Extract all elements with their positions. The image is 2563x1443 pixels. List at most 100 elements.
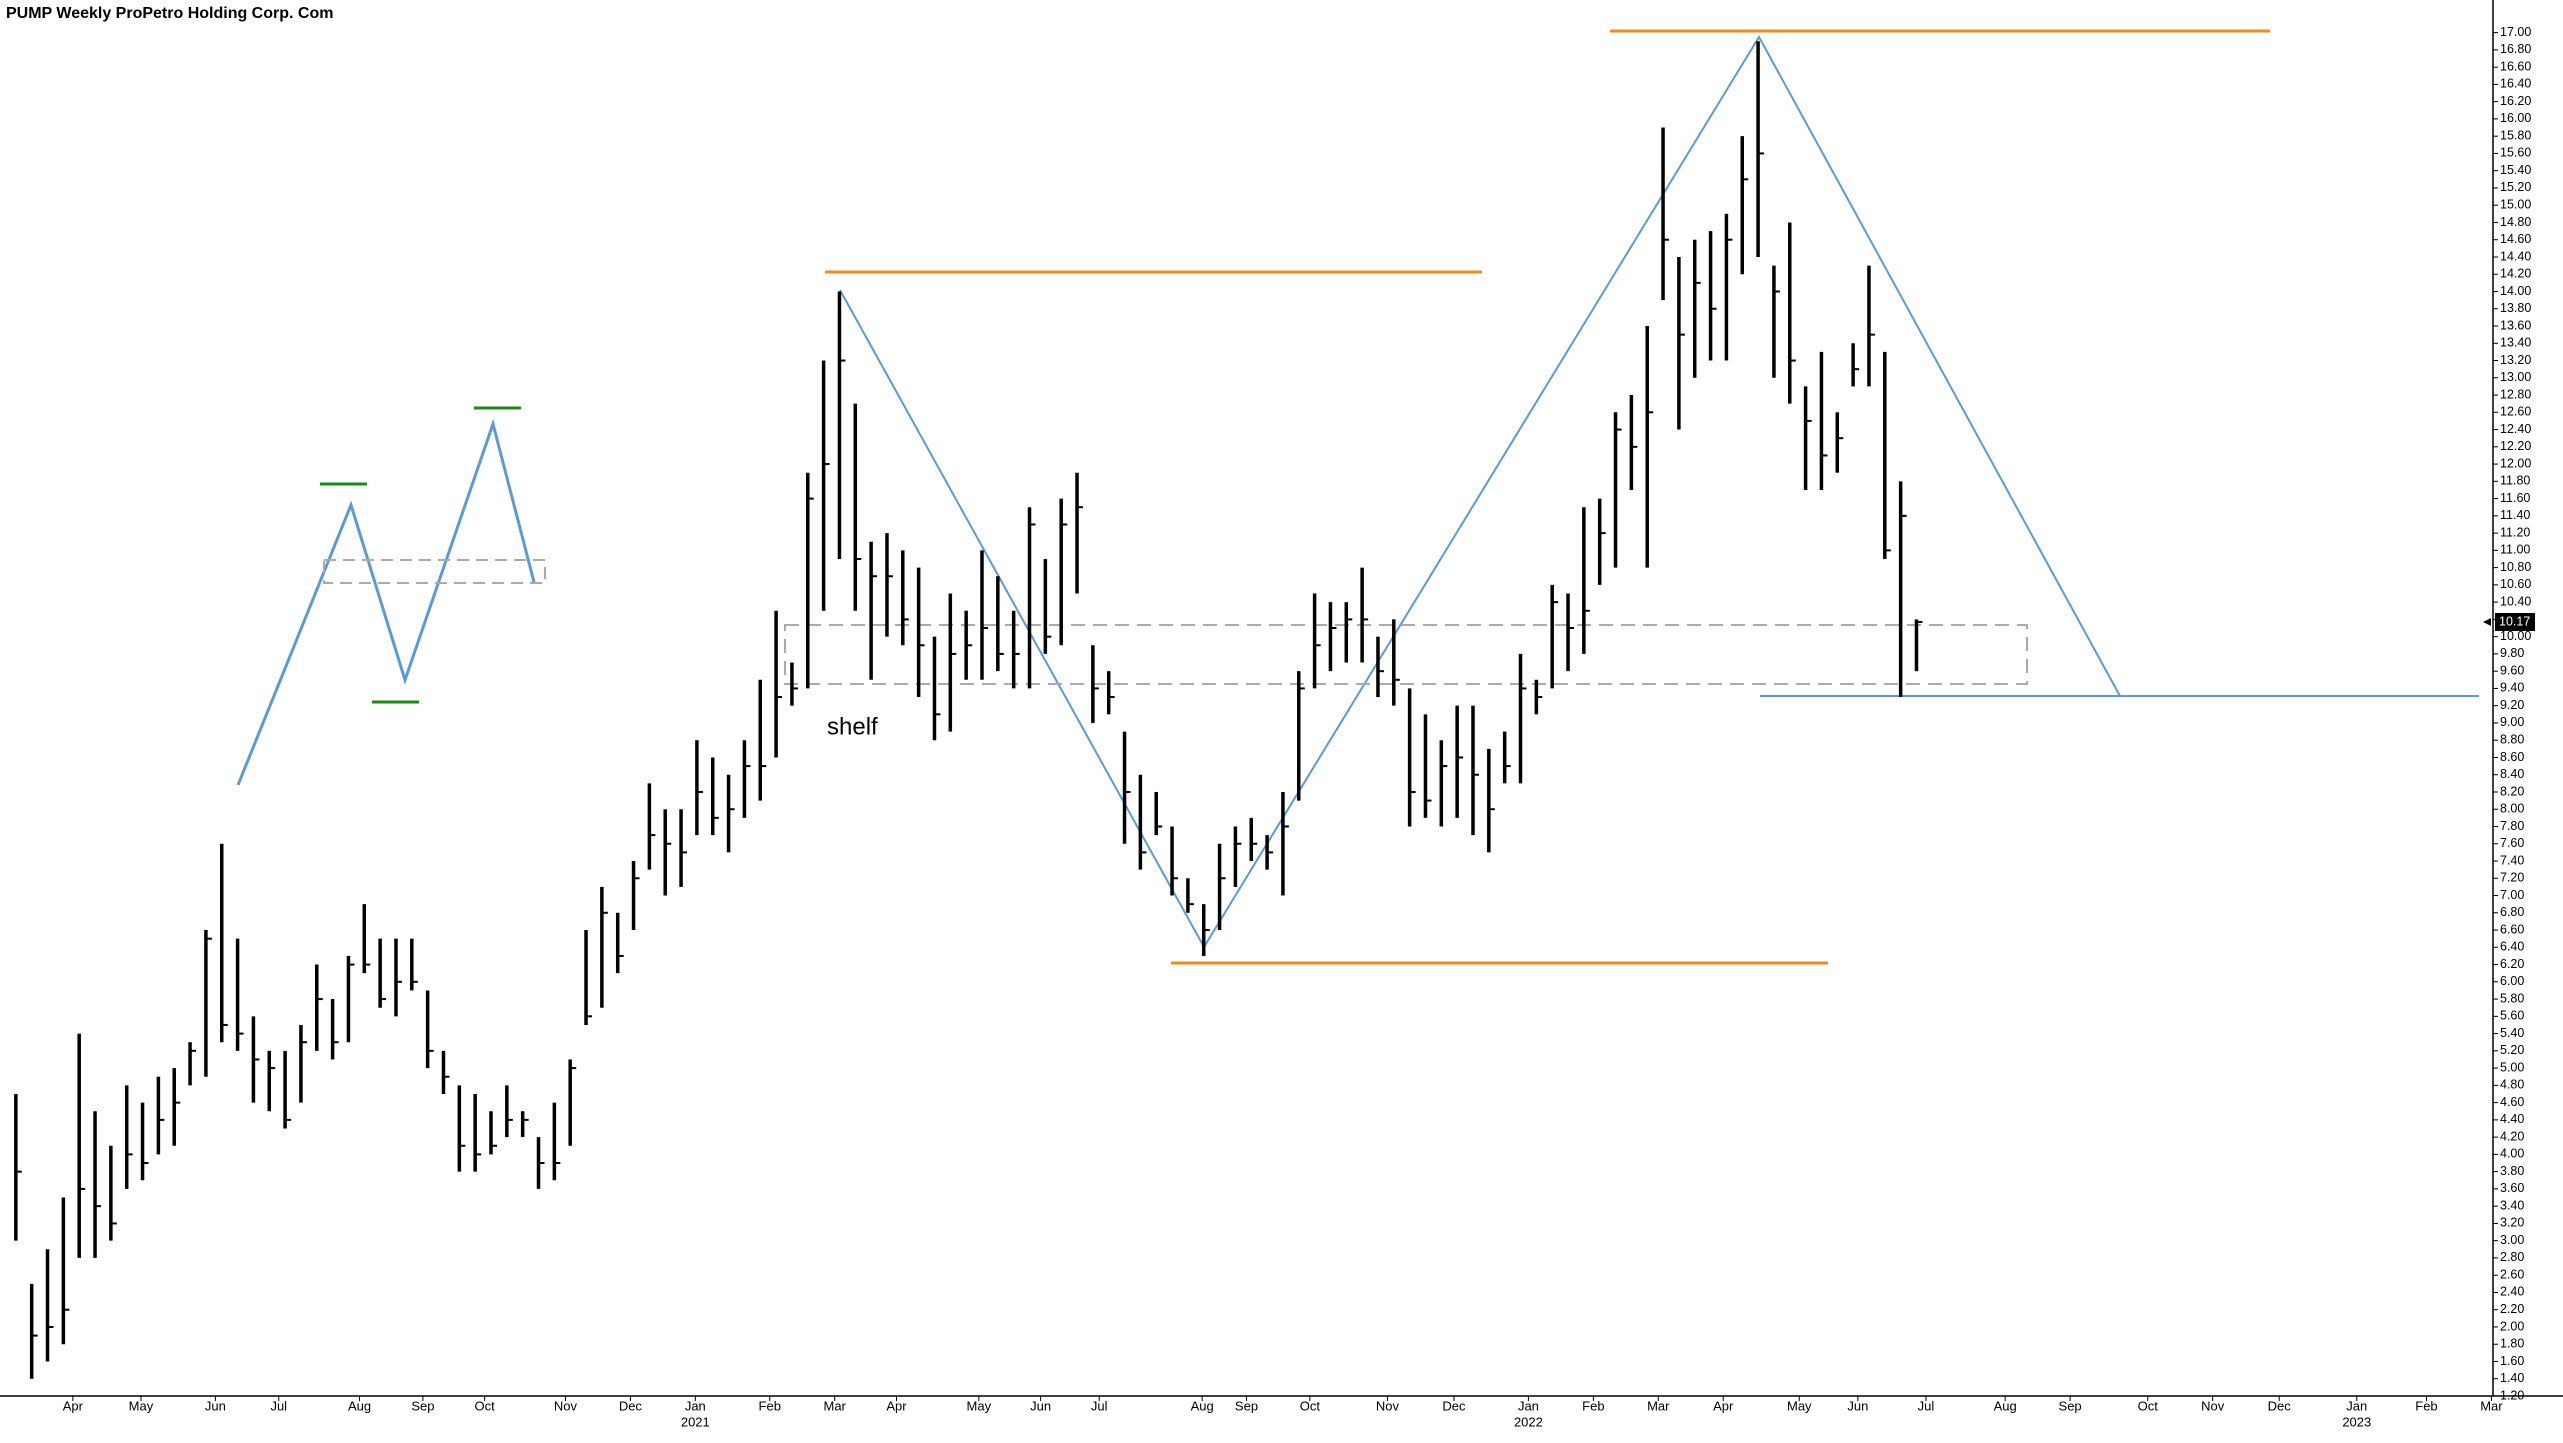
x-tick-label: Jun [205, 1398, 226, 1413]
y-tick-label: 13.60 [2500, 318, 2531, 332]
y-tick-label: 12.20 [2500, 439, 2531, 453]
y-tick-label: 5.20 [2500, 1043, 2524, 1057]
y-tick-label: 7.60 [2500, 836, 2524, 850]
y-tick-label: 14.40 [2500, 249, 2531, 263]
y-tick-label: 11.80 [2500, 474, 2530, 488]
x-tick-label: Sep [2059, 1398, 2082, 1413]
x-tick-label: Oct [1300, 1398, 1321, 1413]
y-tick-label: 13.20 [2500, 353, 2531, 367]
y-tick-label: 6.60 [2500, 922, 2524, 936]
y-tick-label: 8.00 [2500, 802, 2524, 816]
y-tick-label: 10.40 [2500, 594, 2531, 608]
x-tick-label: Apr [886, 1398, 907, 1413]
y-tick-label: 1.60 [2500, 1354, 2524, 1368]
x-tick-label: Mar [824, 1398, 847, 1413]
y-tick-label: 9.00 [2500, 715, 2524, 729]
y-tick-label: 12.00 [2500, 456, 2531, 470]
y-tick-label: 6.40 [2500, 940, 2524, 954]
y-tick-label: 1.40 [2500, 1371, 2524, 1385]
y-tick-label: 16.00 [2500, 111, 2531, 125]
x-tick-label: Aug [1994, 1398, 2017, 1413]
x-tick-label: Nov [2201, 1398, 2225, 1413]
y-tick-label: 2.60 [2500, 1267, 2524, 1281]
y-tick-label: 2.40 [2500, 1285, 2524, 1299]
x-tick-label: Jul [1918, 1398, 1935, 1413]
x-tick-label: May [1787, 1398, 1812, 1413]
y-tick-label: 14.60 [2500, 232, 2531, 246]
y-tick-label: 4.40 [2500, 1112, 2524, 1126]
y-tick-label: 14.00 [2500, 284, 2531, 298]
x-tick-label: Feb [759, 1398, 781, 1413]
x-tick-label: May [967, 1398, 992, 1413]
y-tick-label: 10.60 [2500, 577, 2531, 591]
y-tick-label: 3.40 [2500, 1198, 2524, 1212]
last-price-label: 10.17 [2499, 614, 2530, 628]
y-tick-label: 1.20 [2500, 1388, 2524, 1402]
y-tick-label: 4.00 [2500, 1147, 2524, 1161]
y-tick-label: 4.80 [2500, 1078, 2524, 1092]
y-tick-label: 2.20 [2500, 1302, 2524, 1316]
x-tick-label: Jan [2346, 1398, 2367, 1413]
y-tick-label: 6.20 [2500, 957, 2524, 971]
y-tick-label: 9.40 [2500, 681, 2524, 695]
x-tick-label: Oct [2138, 1398, 2159, 1413]
last-price-arrow [2483, 617, 2491, 626]
y-tick-label: 13.00 [2500, 370, 2531, 384]
y-tick-label: 7.20 [2500, 871, 2524, 885]
y-tick-label: 2.80 [2500, 1250, 2524, 1264]
y-tick-label: 12.40 [2500, 422, 2531, 436]
y-tick-label: 15.20 [2500, 180, 2531, 194]
x-tick-label: Jul [1091, 1398, 1108, 1413]
x-tick-label: Dec [619, 1398, 643, 1413]
x-tick-label: Oct [475, 1398, 496, 1413]
y-tick-label: 14.80 [2500, 215, 2531, 229]
y-tick-label: 3.80 [2500, 1164, 2524, 1178]
y-tick-label: 5.40 [2500, 1026, 2524, 1040]
annotations [236, 29, 2479, 965]
y-tick-label: 5.60 [2500, 1009, 2524, 1023]
y-tick-label: 16.80 [2500, 42, 2531, 56]
y-tick-label: 11.60 [2500, 491, 2530, 505]
x-tick-label: Jul [270, 1398, 287, 1413]
y-tick-label: 15.80 [2500, 128, 2531, 142]
x-tick-label: Apr [1713, 1398, 1734, 1413]
y-tick-label: 15.40 [2500, 163, 2531, 177]
y-tick-label: 8.60 [2500, 750, 2524, 764]
shelf-box [784, 624, 2028, 685]
pattern-sketch [236, 418, 536, 786]
y-tick-label: 7.40 [2500, 853, 2524, 867]
x-tick-label: Mar [1647, 1398, 1670, 1413]
y-tick-label: 2.00 [2500, 1319, 2524, 1333]
x-tick-label: Dec [1442, 1398, 1466, 1413]
y-tick-label: 8.80 [2500, 732, 2524, 746]
x-tick-label: Sep [1235, 1398, 1258, 1413]
year-label: 2021 [681, 1414, 710, 1429]
x-tick-label: May [129, 1398, 154, 1413]
x-tick-label: Dec [2268, 1398, 2292, 1413]
y-tick-label: 5.80 [2500, 991, 2524, 1005]
y-tick-label: 9.60 [2500, 663, 2524, 677]
x-tick-label: Aug [348, 1398, 371, 1413]
x-tick-label: Nov [554, 1398, 578, 1413]
year-label: 2022 [1514, 1414, 1543, 1429]
x-tick-label: Jun [1847, 1398, 1868, 1413]
y-tick-label: 9.20 [2500, 698, 2524, 712]
pattern-box [323, 559, 546, 584]
y-tick-label: 13.40 [2500, 336, 2531, 350]
y-tick-label: 7.00 [2500, 888, 2524, 902]
y-tick-label: 1.80 [2500, 1337, 2524, 1351]
year-label: 2023 [2342, 1414, 2371, 1429]
y-tick-label: 6.80 [2500, 905, 2524, 919]
y-tick-label: 14.20 [2500, 267, 2531, 281]
y-tick-label: 3.20 [2500, 1216, 2524, 1230]
y-tick-label: 16.20 [2500, 94, 2531, 108]
y-tick-label: 17.00 [2500, 25, 2531, 39]
x-tick-label: Apr [63, 1398, 84, 1413]
x-tick-label: Jan [1518, 1398, 1539, 1413]
annotation-text: shelf [827, 713, 878, 740]
x-tick-label: Sep [411, 1398, 434, 1413]
x-tick-label: Jun [1030, 1398, 1051, 1413]
